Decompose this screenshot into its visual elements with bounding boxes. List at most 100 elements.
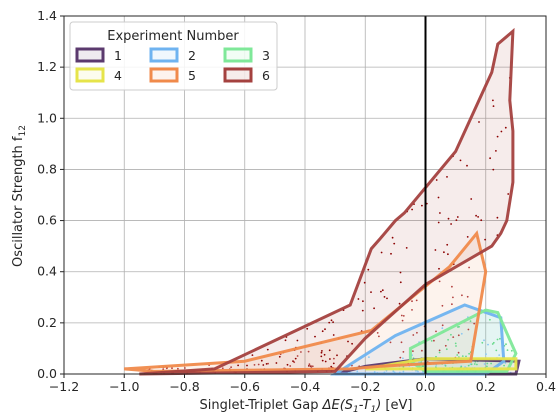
scatter-point <box>444 344 447 347</box>
scatter-point <box>438 349 441 352</box>
scatter-point <box>459 159 462 162</box>
scatter-point <box>402 370 405 373</box>
scatter-point <box>378 335 380 338</box>
scatter-point <box>478 121 480 123</box>
y-axis-label-sub: 12 <box>18 125 28 136</box>
scatter-point <box>483 339 485 342</box>
hull-outline-experiment-5 <box>124 230 488 373</box>
x-tick-label: 0.0 <box>416 379 436 394</box>
legend-swatch-experiment-1 <box>75 47 105 63</box>
scatter-point <box>251 354 254 356</box>
scatter-point <box>262 364 265 366</box>
scatter-point <box>496 338 499 341</box>
x-axis-label-text: Singlet-Triplet Gap <box>200 398 319 413</box>
scatter-point <box>441 304 444 307</box>
scatter-point <box>363 281 366 284</box>
y-tick-label: 1.0 <box>37 110 57 125</box>
scatter-point <box>306 327 309 330</box>
scatter-point <box>450 333 452 336</box>
scatter-point <box>438 280 441 283</box>
hull-outline-layer <box>124 27 521 376</box>
scatter-point <box>503 364 505 367</box>
legend-label-experiment-6: 6 <box>262 68 270 83</box>
scatter-point <box>454 342 457 345</box>
hull-outline-experiment-6 <box>139 27 515 376</box>
scatter-point <box>324 328 326 331</box>
scatter-point <box>490 362 492 365</box>
legend-swatch-experiment-6 <box>223 67 253 83</box>
y-tick-label: 0.6 <box>37 213 57 228</box>
scatter-point <box>483 363 486 365</box>
legend-label-experiment-2: 2 <box>188 48 196 63</box>
scatter-point <box>177 367 179 370</box>
scatter-point <box>492 105 495 107</box>
scatter-point <box>446 176 448 178</box>
y-tick-label: 0.0 <box>37 366 57 381</box>
scatter-point <box>498 354 501 356</box>
scatter-point <box>461 355 464 357</box>
scatter-point <box>484 238 486 241</box>
scatter-point <box>411 309 413 311</box>
scatter-point <box>510 349 513 352</box>
hull-outline-experiment-4 <box>365 357 518 371</box>
scatter-point <box>485 353 487 355</box>
scatter-point <box>399 281 402 284</box>
scatter-point <box>481 341 484 344</box>
scatter-point <box>314 335 316 338</box>
scatter-point <box>392 370 395 373</box>
scatter-point <box>380 251 383 254</box>
scatter-point <box>400 341 403 344</box>
scatter-point <box>446 243 449 246</box>
scatter-point <box>466 236 469 238</box>
scatter-point <box>492 99 494 102</box>
scatter-point <box>237 364 240 367</box>
scatter-point <box>476 363 478 366</box>
scatter-point <box>286 363 289 366</box>
scatter-point <box>401 319 404 322</box>
scatter-point <box>323 353 326 356</box>
x-tick-label: −0.4 <box>290 379 320 394</box>
x-tick-label: −0.6 <box>230 379 260 394</box>
scatter-point <box>266 348 269 351</box>
x-tick-label: 0.4 <box>536 379 556 394</box>
scatter-point <box>380 290 382 293</box>
scatter-point <box>296 355 299 357</box>
scatter-point <box>421 365 424 368</box>
scatter-point <box>386 297 388 300</box>
hull-fill-experiment-3 <box>410 310 516 372</box>
scatter-point <box>480 219 483 222</box>
scatter-point <box>399 356 402 359</box>
scatter-point <box>435 330 437 333</box>
scatter-point <box>473 363 476 365</box>
legend-title: Experiment Number <box>107 29 239 44</box>
scatter-point <box>370 291 372 293</box>
legend-label-experiment-4: 4 <box>114 68 122 83</box>
scatter-point <box>451 285 453 288</box>
scatter-point <box>246 364 248 367</box>
scatter-point <box>477 216 479 218</box>
scatter-point <box>496 216 499 219</box>
scatter-point <box>438 267 440 270</box>
scatter-point <box>292 360 294 362</box>
scatter-point <box>444 365 447 367</box>
scatter-point <box>399 271 402 274</box>
x-tick-label: −1.2 <box>49 379 79 394</box>
scatter-point <box>162 368 165 370</box>
scatter-point <box>437 196 440 199</box>
scatter-point <box>357 298 360 300</box>
scatter-point <box>289 365 292 367</box>
scatter-point <box>468 266 470 269</box>
scatter-point <box>391 236 394 239</box>
scatter-point <box>505 343 507 346</box>
scatter-point <box>321 330 324 333</box>
scatter-point <box>500 130 503 133</box>
scatter-point <box>351 342 353 345</box>
scatter-point <box>296 339 299 342</box>
scatter-point <box>383 296 386 298</box>
scatter-point <box>402 351 405 353</box>
scatter-point <box>267 362 269 365</box>
scatter-point <box>434 249 437 251</box>
scatter-point <box>445 348 448 351</box>
scatter-point <box>441 327 444 330</box>
scatter-point <box>467 328 470 331</box>
